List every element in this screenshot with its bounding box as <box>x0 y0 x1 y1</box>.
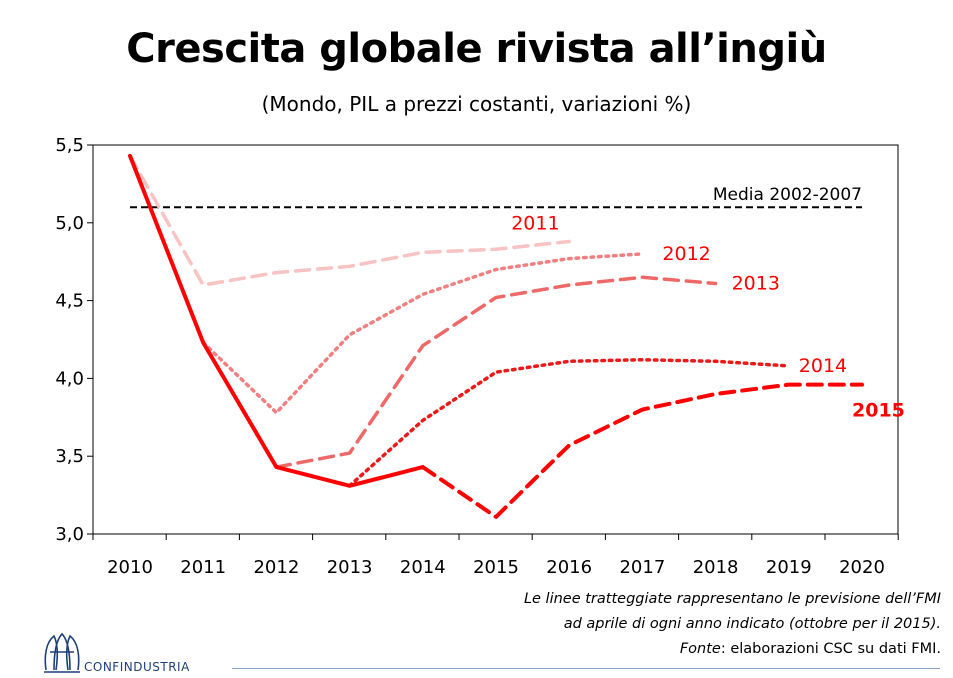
source-text: : elaborazioni CSC su dati FMI. <box>720 641 941 657</box>
series-label-2014: 2014 <box>799 355 847 377</box>
y-tick-label: 3,5 <box>55 446 84 467</box>
chart-subtitle: (Mondo, PIL a prezzi costanti, variazion… <box>261 92 692 116</box>
chart-labels: Media 2002-2007 2011 2012 2013 2014 2015 <box>511 185 905 421</box>
series-label-2015: 2015 <box>852 400 905 422</box>
y-tick-label: 5,0 <box>55 213 84 234</box>
chart-series <box>128 153 864 519</box>
x-tick-label: 2015 <box>473 557 519 578</box>
x-tick-label: 2010 <box>107 557 153 578</box>
y-tick-label: 4,0 <box>55 368 84 389</box>
forecast-line-2011 <box>128 154 571 287</box>
forecast-line-2015 <box>420 382 864 519</box>
source-note: Fonte: elaborazioni CSC su dati FMI. <box>680 641 941 657</box>
plot-frame <box>92 144 899 535</box>
y-tick-label: 5,5 <box>55 135 84 156</box>
actual-growth-line <box>128 153 425 488</box>
x-tick-label: 2017 <box>619 557 665 578</box>
x-tick-label: 2016 <box>546 557 592 578</box>
forecast-line-2014 <box>347 357 791 488</box>
x-tick-label: 2012 <box>253 557 299 578</box>
footnote-line-2: ad aprile di ogni anno indicato (ottobre… <box>563 616 941 632</box>
x-tick-label: 2018 <box>693 557 739 578</box>
reference-line-label: Media 2002-2007 <box>713 185 862 205</box>
forecast-line-2013 <box>274 275 718 469</box>
x-tick-label: 2013 <box>327 557 373 578</box>
x-tick-label: 2011 <box>180 557 226 578</box>
footnote-line-1: Le linee tratteggiate rappresentano le p… <box>523 591 941 607</box>
y-tick-label: 3,0 <box>55 524 84 545</box>
source-label: Fonte <box>679 641 721 657</box>
x-tick-label: 2014 <box>400 557 446 578</box>
chart-axes: 3,0 3,5 4,0 4,5 5,0 5,5 2010 2011 2012 2013 2014 20… <box>55 135 899 578</box>
logo-text: CONFINDUSTRIA <box>84 660 190 674</box>
series-label-2013: 2013 <box>732 272 780 294</box>
chart-title: Crescita globale rivista all’ingiù <box>126 26 827 72</box>
x-tick-label: 2020 <box>839 557 885 578</box>
x-tick-label: 2019 <box>766 557 812 578</box>
confindustria-logo-icon <box>44 632 80 673</box>
series-label-2011: 2011 <box>511 212 559 234</box>
series-label-2012: 2012 <box>662 243 710 265</box>
footer-divider <box>232 668 940 669</box>
forecast-line-2012 <box>201 252 645 415</box>
y-tick-label: 4,5 <box>55 291 84 312</box>
